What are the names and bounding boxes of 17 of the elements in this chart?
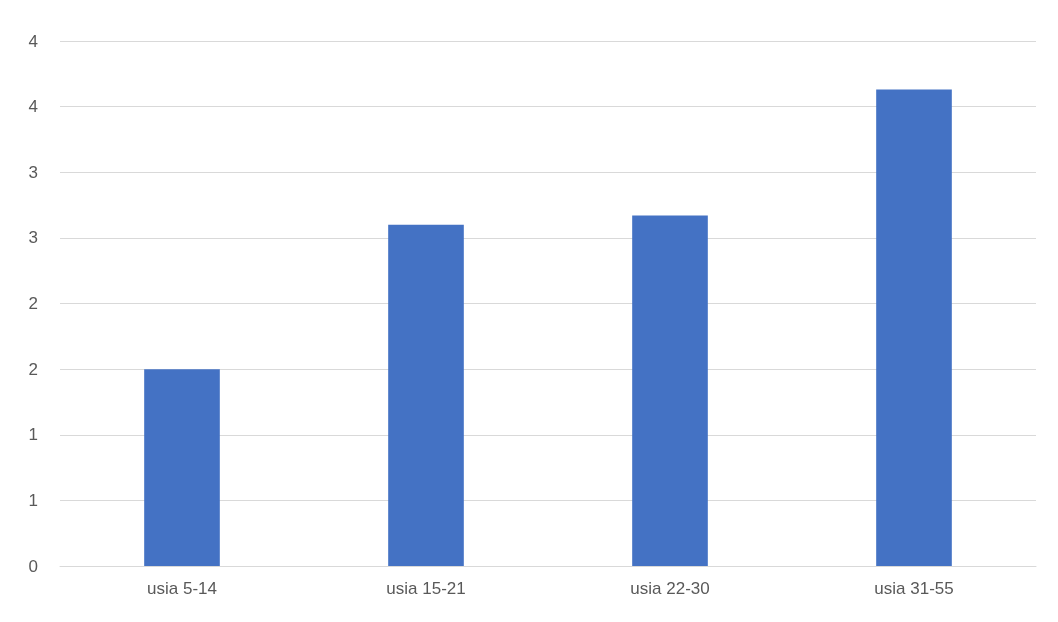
- y-tick-label: 2: [28, 359, 38, 379]
- y-tick-label: 4: [28, 97, 38, 117]
- y-tick-label: 4: [28, 31, 38, 51]
- bar: [876, 89, 952, 566]
- y-tick-label: 3: [28, 228, 38, 248]
- y-tick-label: 0: [28, 556, 38, 576]
- y-tick-label: 1: [28, 490, 38, 510]
- x-tick-label: usia 15-21: [386, 579, 466, 598]
- bar: [144, 369, 220, 566]
- y-tick-label: 2: [28, 294, 38, 313]
- x-tick-label: usia 22-30: [630, 579, 710, 598]
- x-tick-label: usia 31-55: [874, 579, 954, 598]
- bar: [388, 224, 464, 566]
- bar: [632, 215, 708, 566]
- x-tick-label: usia 5-14: [147, 579, 217, 598]
- y-tick-label: 1: [28, 425, 38, 445]
- y-tick-label: 3: [28, 162, 38, 182]
